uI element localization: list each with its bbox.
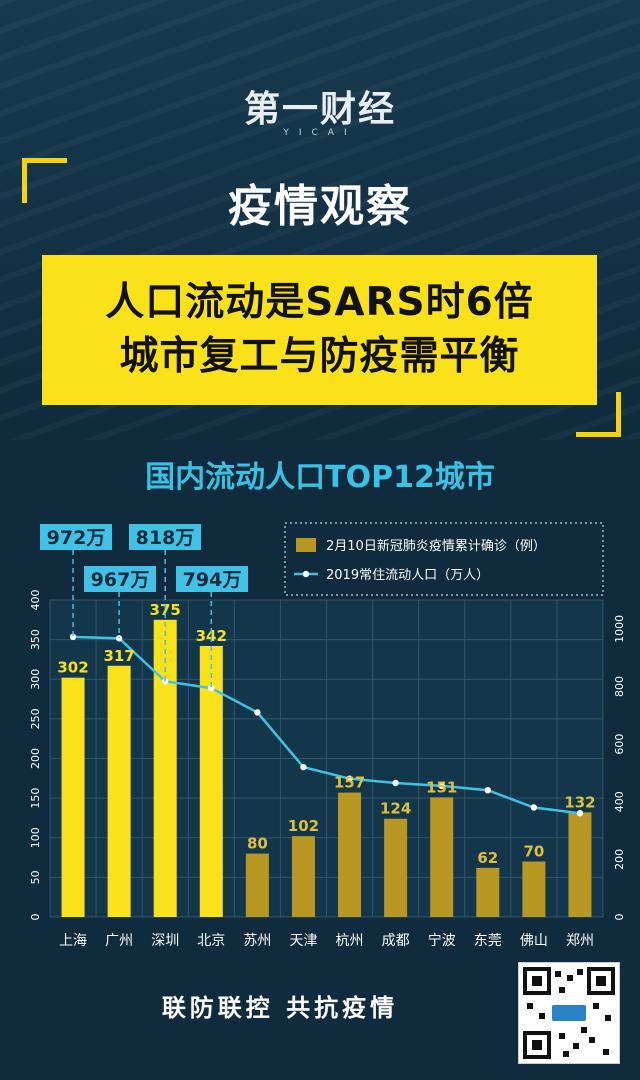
bar-value-label: 62 xyxy=(477,849,498,867)
right-axis-tick-label: 200 xyxy=(613,849,626,870)
callout-label: 972万 xyxy=(47,527,106,549)
x-axis-tick-label: 北京 xyxy=(197,933,225,949)
left-axis-tick-label: 250 xyxy=(29,708,42,729)
logo-text: 第一财经 xyxy=(243,89,396,130)
bar-value-label: 375 xyxy=(150,601,181,619)
bar-value-label: 302 xyxy=(57,659,88,677)
bar xyxy=(522,861,546,917)
left-axis-tick-label: 50 xyxy=(29,870,42,884)
population-point xyxy=(484,787,491,794)
bar xyxy=(153,619,177,917)
x-axis-tick-label: 成都 xyxy=(382,933,410,949)
bar xyxy=(476,867,500,917)
bar-value-label: 342 xyxy=(196,627,227,645)
legend-box xyxy=(284,522,604,596)
x-axis-tick-label: 广州 xyxy=(105,933,133,949)
logo-subtext: YICAI xyxy=(283,128,357,138)
population-point xyxy=(254,709,261,716)
left-axis-tick-label: 0 xyxy=(29,914,42,921)
population-point xyxy=(576,810,584,817)
combo-chart: 0 50 100 150 200 250 300 350 400 0 200 400 600 800 100… xyxy=(29,522,626,949)
bar xyxy=(291,836,315,917)
population-point xyxy=(392,779,399,787)
section-title: 疫情观察 xyxy=(228,181,412,232)
bar xyxy=(107,665,131,917)
right-axis-tick-label: 0 xyxy=(613,914,626,921)
x-axis-tick-label: 天津 xyxy=(289,933,317,949)
left-axis-tick-label: 400 xyxy=(29,590,42,611)
legend-line-marker xyxy=(302,570,310,578)
headline-line-2: 城市复工与防疫需平衡 xyxy=(119,334,520,379)
x-axis-tick-label: 苏州 xyxy=(243,933,271,949)
callout-label: 794万 xyxy=(183,569,242,591)
footer-slogan: 联防联控 共抗疫情 xyxy=(161,994,399,1022)
bar xyxy=(199,645,223,917)
right-axis-tick-label: 1000 xyxy=(613,615,626,643)
legend-label-bars: 2月10日新冠肺炎疫情累计确诊（例） xyxy=(326,538,546,554)
callout-box xyxy=(129,524,201,550)
bar xyxy=(245,853,269,917)
bar-value-label: 102 xyxy=(288,817,319,835)
bar-value-label: 157 xyxy=(334,774,365,792)
yicai-logo: 第一财经 YICAI xyxy=(0,80,640,138)
x-axis-tick-label: 杭州 xyxy=(336,933,364,949)
callout-label: 818万 xyxy=(136,527,195,549)
population-point xyxy=(208,684,215,692)
chart-title: 国内流动人口TOP12城市 xyxy=(145,460,495,495)
bar-value-label: 151 xyxy=(426,778,457,796)
x-axis-tick-label: 郑州 xyxy=(566,933,594,949)
headline-box: 人口流动是SARS时6倍 城市复工与防疫需平衡 xyxy=(42,255,597,405)
corner-bracket-bottom-right xyxy=(576,392,621,437)
bar xyxy=(384,818,408,917)
right-axis-tick-label: 400 xyxy=(613,791,626,812)
population-point xyxy=(530,804,538,811)
bar xyxy=(61,677,85,917)
bar-value-label: 317 xyxy=(103,647,134,665)
left-axis-tick-label: 100 xyxy=(29,827,42,848)
right-axis-tick-label: 600 xyxy=(613,734,626,755)
bar xyxy=(568,812,592,917)
corner-bracket-top-left xyxy=(22,158,67,203)
callout-label: 967万 xyxy=(91,569,150,591)
left-axis-tick-label: 200 xyxy=(29,748,42,769)
x-axis-tick-label: 上海 xyxy=(59,933,87,949)
left-axis-tick-label: 350 xyxy=(29,629,42,650)
bar xyxy=(430,797,454,917)
population-point xyxy=(300,763,307,771)
callout-box xyxy=(84,566,156,592)
x-axis-tick-label: 佛山 xyxy=(520,933,548,949)
population-point xyxy=(69,633,77,641)
headline-line-1: 人口流动是SARS时6倍 xyxy=(105,280,534,325)
legend-label-line: 2019常住流动人口（万人） xyxy=(326,568,489,583)
population-point xyxy=(162,678,169,685)
x-axis-tick-label: 东莞 xyxy=(474,933,502,949)
x-axis-tick-label: 宁波 xyxy=(428,932,456,949)
callout-box xyxy=(176,566,248,592)
callout-box xyxy=(40,524,112,550)
qr-code xyxy=(518,962,620,1064)
bar-value-label: 124 xyxy=(380,800,411,818)
population-point xyxy=(346,775,353,782)
x-axis-tick-label: 深圳 xyxy=(151,933,179,949)
bar xyxy=(338,792,362,917)
qr-logo-badge xyxy=(552,1005,586,1021)
left-axis-tick-label: 150 xyxy=(29,788,42,809)
right-axis-tick-label: 800 xyxy=(613,676,626,697)
legend-bar-swatch xyxy=(296,538,316,552)
qr-code-icon xyxy=(523,967,615,1059)
population-point xyxy=(438,782,445,790)
population-line xyxy=(73,635,581,815)
bar-value-label: 70 xyxy=(523,843,544,861)
bar-value-label: 80 xyxy=(247,835,268,853)
bar-value-label: 132 xyxy=(564,793,595,811)
left-axis-tick-label: 300 xyxy=(29,669,42,690)
